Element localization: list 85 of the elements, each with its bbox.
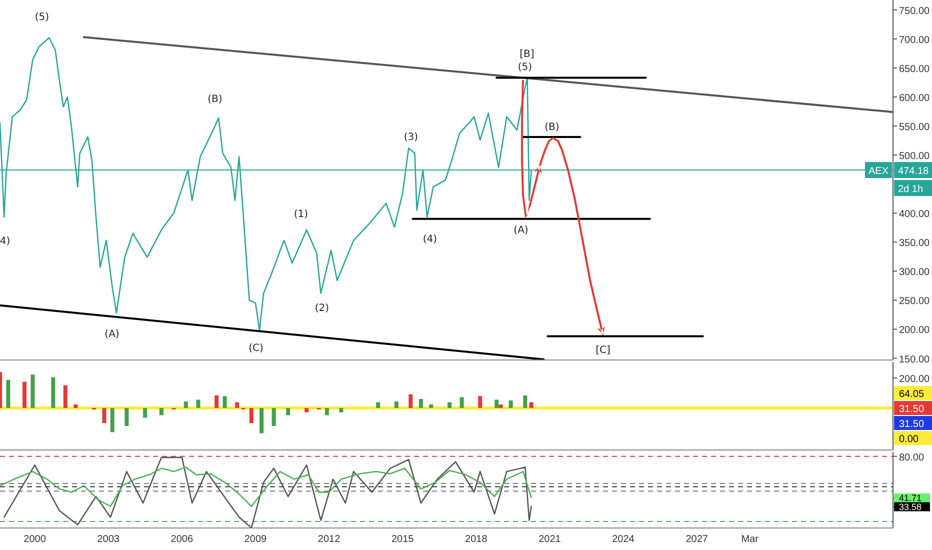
annotation: [C] (596, 345, 610, 356)
x-tick-label: 2006 (170, 534, 194, 545)
x-tick-label: 2015 (391, 534, 414, 545)
bar (22, 382, 27, 408)
bar (30, 374, 35, 408)
bar (143, 408, 148, 418)
bar (74, 404, 78, 408)
annotation: (A) (514, 225, 528, 236)
bar (235, 402, 240, 408)
y-tick-label: 600.00 (899, 92, 930, 104)
bar (339, 408, 344, 412)
bar (304, 408, 309, 412)
bar (110, 408, 114, 432)
bar (6, 380, 10, 408)
bar (508, 400, 513, 408)
text: 64.05 (899, 389, 924, 400)
annotation: AEX (868, 166, 889, 178)
annotation: (A) (104, 329, 120, 340)
y-tick-label: 400.00 (899, 209, 930, 220)
bar (260, 408, 264, 434)
text: 31.50 (899, 419, 924, 430)
bar (222, 396, 227, 408)
annotation: (4) (422, 234, 438, 245)
y-tick-label: 750.00 (899, 6, 930, 17)
y-tick-label: 250.00 (899, 296, 930, 308)
y-tick-label: 150.00 (899, 354, 930, 366)
y-tick-label: 500.00 (899, 151, 930, 162)
bar (408, 394, 413, 408)
bar (159, 408, 164, 416)
annotation: (2) (314, 303, 330, 314)
annotation: (C) (248, 343, 264, 354)
x-tick-label: 2024 (612, 534, 635, 545)
bar (418, 399, 423, 408)
text: 2d 1h (898, 184, 924, 196)
bar (376, 402, 380, 408)
bar (494, 400, 499, 408)
y-tick-label: 33.58 (899, 502, 922, 512)
line-series (0, 466, 532, 507)
bar (214, 395, 219, 408)
bar (429, 404, 434, 408)
bar (324, 408, 329, 416)
x-tick-label: 2003 (97, 534, 120, 545)
y-tick-label: 300.00 (899, 267, 930, 278)
x-tick-label: 2012 (318, 534, 341, 545)
bar (63, 385, 68, 408)
bar (394, 402, 398, 408)
y-tick-label: 700.00 (899, 34, 930, 46)
annotation: (5) (34, 12, 50, 23)
x-tick-label: 2027 (686, 534, 708, 545)
x-tick-label: 2000 (24, 534, 46, 545)
bar (448, 402, 452, 408)
annotation: [B] (520, 49, 534, 60)
bar (498, 404, 503, 408)
annotation: 4) (0, 236, 10, 247)
bar (196, 400, 200, 408)
bar (460, 397, 464, 408)
y-tick-label: 350.00 (899, 238, 930, 250)
x-tick-label: 2009 (244, 534, 268, 545)
annotation: (5) (518, 62, 532, 73)
y-tick-label: 80.00 (899, 452, 924, 464)
x-tick-label: 2018 (465, 534, 488, 545)
y-tick-label: 650.00 (899, 64, 930, 75)
y-tick-label: 550.00 (899, 122, 930, 133)
annotation: (1) (294, 209, 308, 220)
bar (124, 408, 129, 426)
annotation: (B) (208, 94, 222, 105)
x-tick-label: Mar (741, 534, 760, 545)
bar (523, 395, 528, 408)
bar (272, 408, 276, 426)
bar (478, 396, 482, 408)
text: 0.00 (899, 434, 919, 445)
annotation: (3) (404, 132, 418, 143)
ref-line-label: 474.18 (898, 166, 930, 178)
x-tick-label: 2021 (538, 534, 562, 545)
line-series (3, 456, 532, 528)
bar (51, 377, 56, 408)
bar (286, 408, 290, 416)
annotation: (B) (544, 122, 560, 133)
bar (184, 402, 188, 408)
y-tick-label: 200.00 (899, 325, 930, 336)
bar (529, 402, 534, 408)
y-tick-label: 41.71 (899, 493, 922, 504)
bar (102, 408, 106, 424)
text: 31.50 (899, 404, 924, 415)
bar (249, 408, 254, 424)
